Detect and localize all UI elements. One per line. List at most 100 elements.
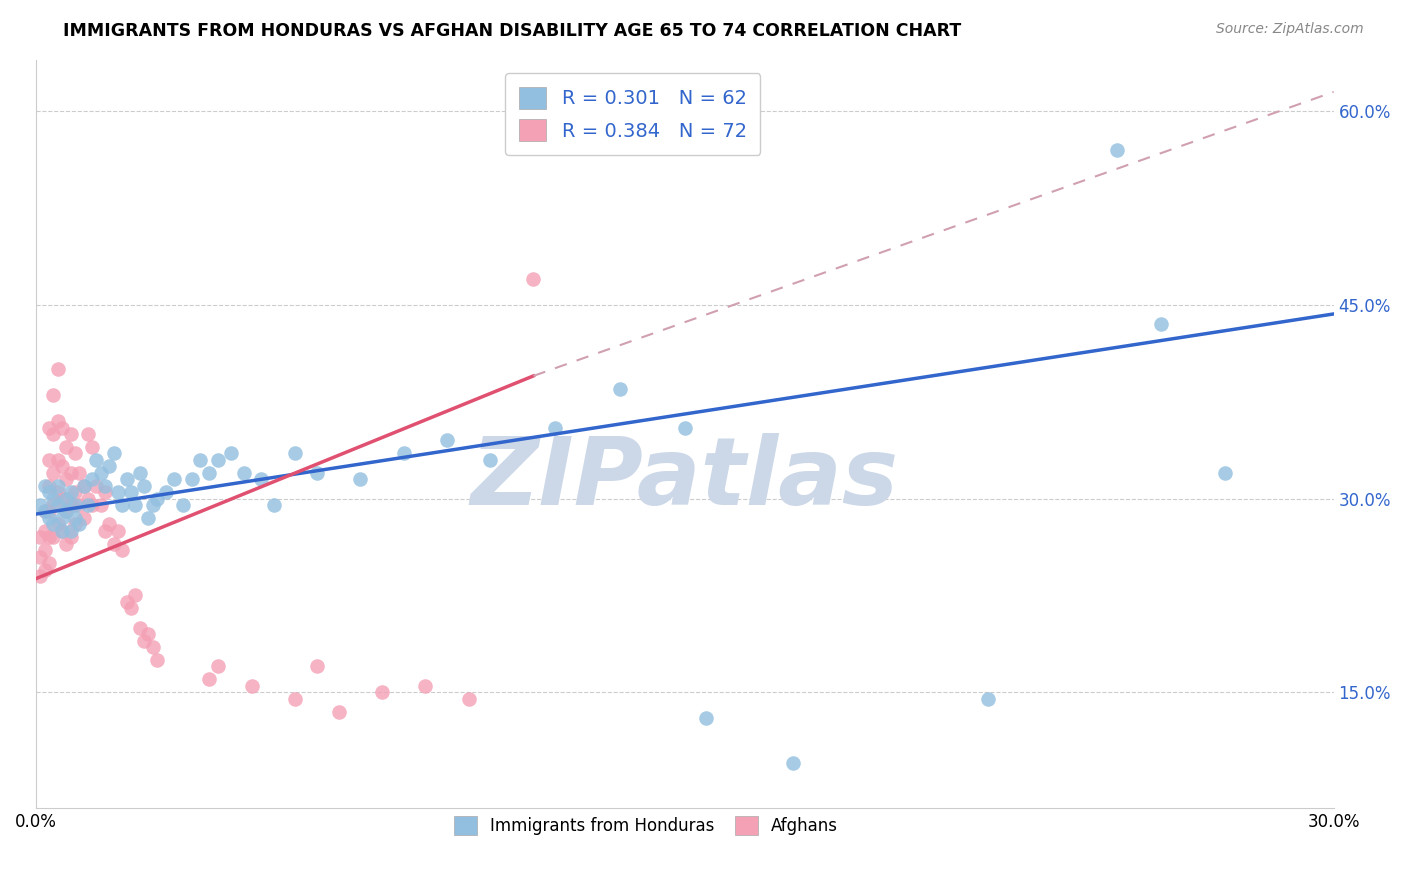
Point	[132, 633, 155, 648]
Point	[55, 472, 77, 486]
Point	[34, 478, 56, 492]
Point	[86, 478, 108, 492]
Point	[146, 491, 169, 506]
Point	[94, 478, 117, 492]
Point	[51, 491, 73, 506]
Point	[1149, 318, 1171, 332]
Point	[72, 478, 94, 492]
Point	[55, 491, 77, 506]
Point	[51, 511, 73, 525]
Point	[59, 524, 82, 538]
Point	[107, 524, 129, 538]
Point	[63, 511, 86, 525]
Point	[86, 453, 108, 467]
Point	[38, 530, 60, 544]
Point	[51, 524, 73, 538]
Point	[51, 420, 73, 434]
Point	[163, 472, 186, 486]
Point	[46, 517, 69, 532]
Point	[34, 563, 56, 577]
Point	[128, 621, 150, 635]
Point	[198, 673, 221, 687]
Point	[138, 627, 160, 641]
Point	[42, 466, 65, 480]
Point	[180, 472, 202, 486]
Point	[63, 517, 86, 532]
Point	[67, 517, 90, 532]
Point	[103, 446, 125, 460]
Point	[250, 472, 273, 486]
Point	[72, 478, 94, 492]
Point	[55, 504, 77, 518]
Point	[42, 530, 65, 544]
Point	[172, 498, 194, 512]
Point	[207, 453, 229, 467]
Point	[371, 685, 394, 699]
Point	[138, 511, 160, 525]
Point	[76, 491, 98, 506]
Point	[90, 498, 112, 512]
Point	[42, 491, 65, 506]
Point	[284, 446, 307, 460]
Point	[38, 478, 60, 492]
Point	[142, 498, 165, 512]
Point	[82, 472, 104, 486]
Point	[46, 498, 69, 512]
Point	[38, 485, 60, 500]
Point	[240, 679, 263, 693]
Point	[34, 543, 56, 558]
Point	[42, 498, 65, 512]
Point	[98, 517, 121, 532]
Point	[124, 589, 146, 603]
Point	[142, 640, 165, 654]
Point	[107, 485, 129, 500]
Point	[59, 530, 82, 544]
Point	[111, 498, 134, 512]
Point	[63, 446, 86, 460]
Point	[38, 420, 60, 434]
Point	[30, 530, 52, 544]
Point	[307, 466, 329, 480]
Point	[207, 659, 229, 673]
Point	[38, 504, 60, 518]
Point	[1215, 466, 1237, 480]
Point	[103, 537, 125, 551]
Point	[42, 517, 65, 532]
Point	[55, 537, 77, 551]
Point	[38, 511, 60, 525]
Point	[30, 498, 52, 512]
Point	[328, 705, 350, 719]
Point	[94, 524, 117, 538]
Point	[128, 466, 150, 480]
Point	[59, 427, 82, 442]
Point	[188, 453, 211, 467]
Legend: Immigrants from Honduras, Afghans: Immigrants from Honduras, Afghans	[443, 805, 848, 845]
Point	[782, 756, 804, 771]
Point	[120, 485, 142, 500]
Point	[124, 498, 146, 512]
Point	[284, 691, 307, 706]
Point	[263, 498, 285, 512]
Point	[38, 453, 60, 467]
Point	[59, 466, 82, 480]
Point	[413, 679, 436, 693]
Point	[82, 440, 104, 454]
Point	[59, 498, 82, 512]
Point	[76, 427, 98, 442]
Point	[976, 691, 998, 706]
Text: IMMIGRANTS FROM HONDURAS VS AFGHAN DISABILITY AGE 65 TO 74 CORRELATION CHART: IMMIGRANTS FROM HONDURAS VS AFGHAN DISAB…	[63, 22, 962, 40]
Point	[34, 524, 56, 538]
Point	[46, 362, 69, 376]
Point	[111, 543, 134, 558]
Text: Source: ZipAtlas.com: Source: ZipAtlas.com	[1216, 22, 1364, 37]
Point	[59, 485, 82, 500]
Point	[120, 601, 142, 615]
Point	[67, 498, 90, 512]
Point	[34, 504, 56, 518]
Point	[98, 459, 121, 474]
Point	[90, 466, 112, 480]
Point	[673, 420, 696, 434]
Point	[34, 504, 56, 518]
Point	[51, 459, 73, 474]
Point	[46, 485, 69, 500]
